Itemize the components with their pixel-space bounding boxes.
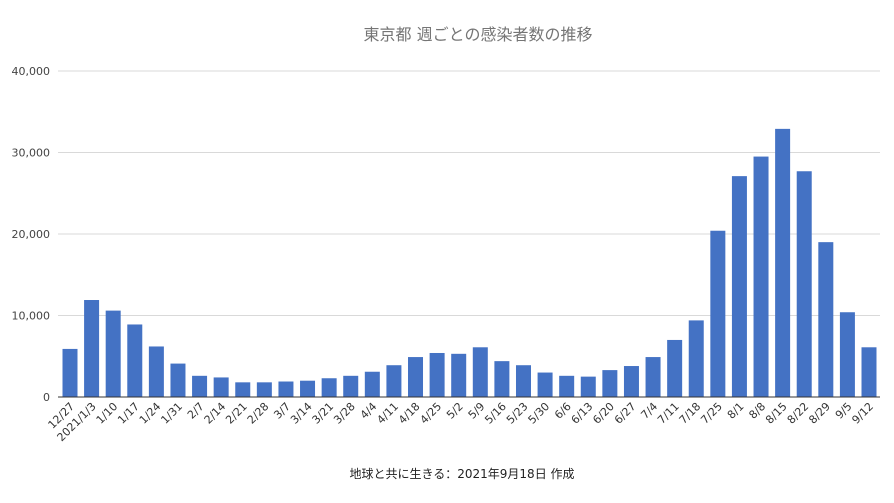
bar xyxy=(170,363,186,397)
x-tick-label: 4/25 xyxy=(418,400,445,427)
bar xyxy=(494,361,510,397)
bar xyxy=(84,300,100,397)
bar xyxy=(343,375,359,397)
x-tick-label: 4/18 xyxy=(396,400,423,427)
x-tick-label: 1/24 xyxy=(137,400,164,427)
x-tick-label: 8/1 xyxy=(725,400,747,422)
bar xyxy=(753,156,769,397)
bar xyxy=(559,375,575,397)
x-tick-label: 7/18 xyxy=(677,400,704,427)
x-tick-label: 8/22 xyxy=(785,400,812,427)
x-tick-label: 5/23 xyxy=(504,400,531,427)
bar xyxy=(451,353,467,397)
bar xyxy=(256,382,272,397)
x-tick-label: 6/20 xyxy=(590,400,617,427)
x-tick-label: 7/25 xyxy=(698,400,725,427)
bar xyxy=(710,230,726,397)
chart-caption: 地球と共に生きる：2021年9月18日 作成 xyxy=(349,467,574,481)
x-tick-label: 8/15 xyxy=(763,400,790,427)
bar xyxy=(775,128,791,397)
bar xyxy=(105,310,121,397)
x-tick-label: 2/21 xyxy=(223,400,250,427)
x-tick-label: 5/16 xyxy=(482,400,509,427)
x-tick-label: 2/14 xyxy=(202,400,229,427)
x-tick-label: 8/29 xyxy=(806,400,833,427)
y-axis-tick-labels: 0 10,000 20,000 30,000 40,000 xyxy=(12,65,51,404)
bar xyxy=(321,378,337,397)
bar xyxy=(796,171,812,397)
x-tick-label: 1/17 xyxy=(115,400,142,427)
bar xyxy=(408,357,424,397)
bar xyxy=(515,365,531,397)
x-tick-label: 4/11 xyxy=(374,400,401,427)
x-tick-label: 7/11 xyxy=(655,400,682,427)
bar xyxy=(429,352,445,397)
bar xyxy=(645,357,661,397)
x-tick-label: 5/30 xyxy=(526,400,553,427)
bar xyxy=(818,242,834,397)
x-tick-label: 1/10 xyxy=(94,400,121,427)
bar xyxy=(386,365,402,397)
bar xyxy=(213,377,229,397)
bar xyxy=(839,312,855,397)
bar xyxy=(192,375,208,397)
x-tick-label: 2/28 xyxy=(245,400,272,427)
y-tick-label: 0 xyxy=(43,391,50,404)
bar xyxy=(62,348,78,397)
y-tick-label: 10,000 xyxy=(12,310,51,323)
bar xyxy=(731,176,747,397)
x-tick-label: 5/2 xyxy=(444,400,466,422)
x-tick-label: 9/12 xyxy=(849,400,876,427)
bar xyxy=(580,376,596,398)
bar xyxy=(688,320,704,397)
y-tick-label: 30,000 xyxy=(12,147,51,160)
bar xyxy=(602,370,618,397)
bar xyxy=(148,346,164,397)
x-tick-label: 6/27 xyxy=(612,400,639,427)
chart-title: 東京都 週ごとの感染者数の推移 xyxy=(364,25,593,44)
bar xyxy=(667,339,683,397)
y-tick-label: 20,000 xyxy=(12,228,51,241)
x-tick-label: 1/31 xyxy=(158,400,185,427)
bars xyxy=(62,128,877,398)
bar xyxy=(235,382,251,397)
bar xyxy=(364,371,380,397)
y-tick-label: 40,000 xyxy=(12,65,51,78)
x-tick-label: 3/28 xyxy=(331,400,358,427)
bar xyxy=(861,347,877,397)
x-tick-label: 3/14 xyxy=(288,400,315,427)
bar xyxy=(623,366,639,397)
bar xyxy=(127,324,143,397)
bar xyxy=(537,372,553,397)
x-tick-label: 6/13 xyxy=(569,400,596,427)
bar xyxy=(472,347,488,397)
bar xyxy=(300,380,316,397)
bar xyxy=(278,381,294,397)
x-tick-label: 3/21 xyxy=(310,400,337,427)
